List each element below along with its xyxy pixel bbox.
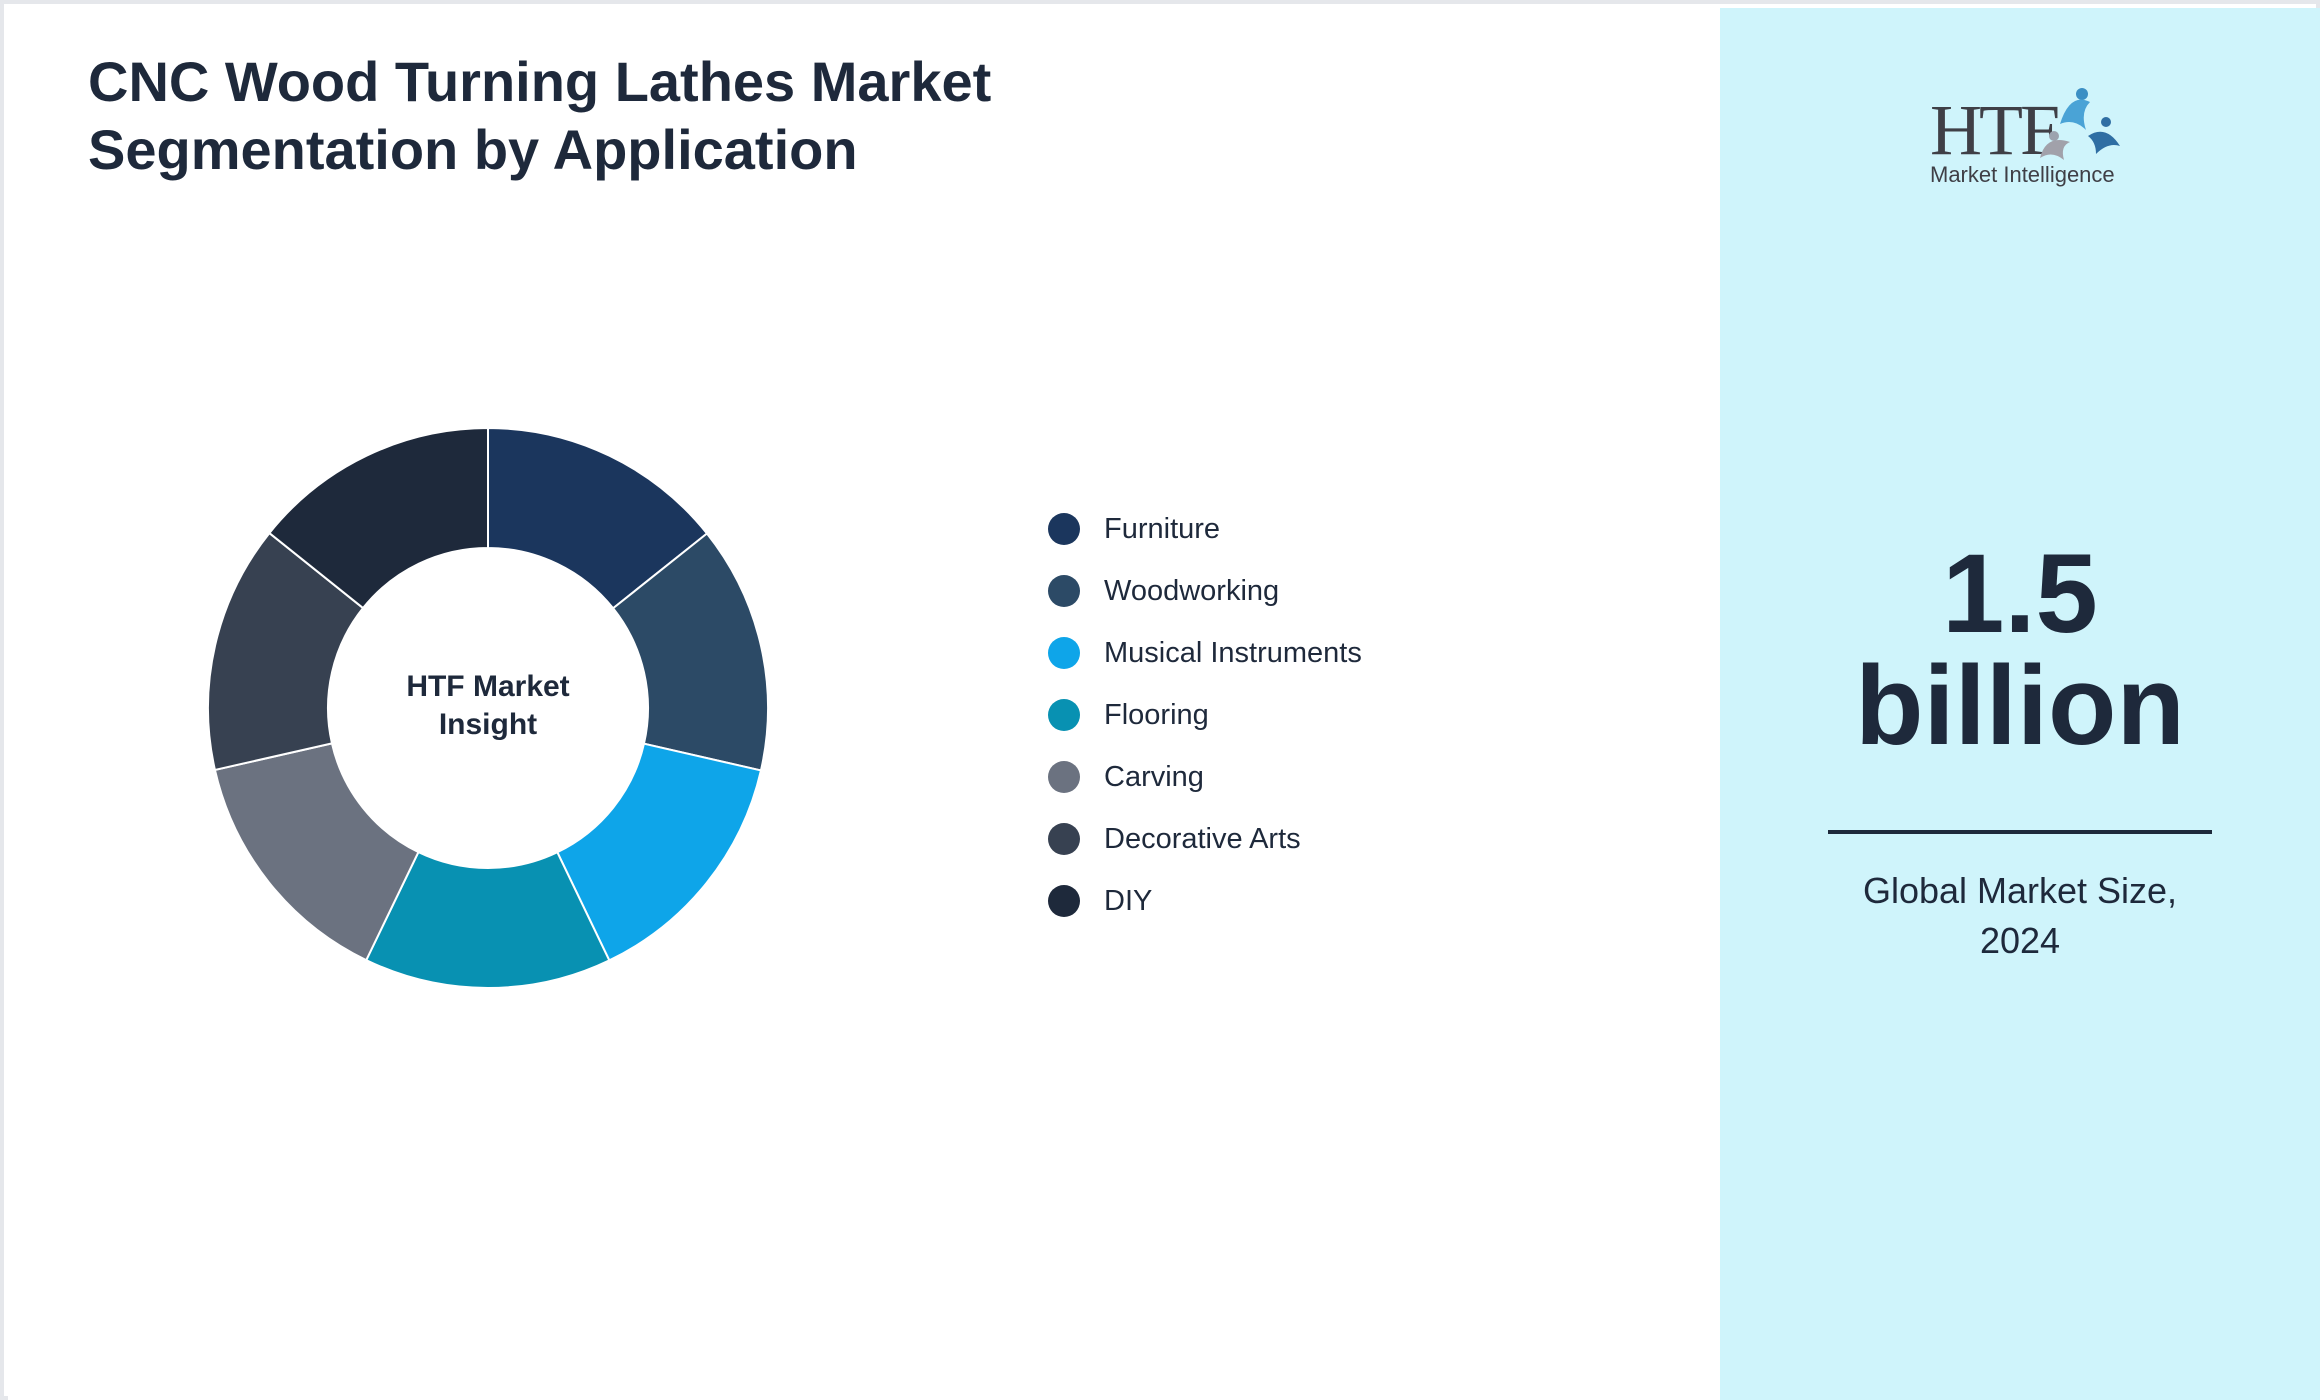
legend-item-musical-instruments: Musical Instruments	[1048, 622, 1362, 684]
logo-text: HTF	[1930, 90, 2060, 170]
title-line-1: CNC Wood Turning Lathes Market	[88, 50, 992, 113]
donut-slice-flooring	[364, 850, 611, 989]
legend-label: Woodworking	[1104, 574, 1280, 607]
legend-label: Furniture	[1104, 512, 1221, 545]
legend-label: Flooring	[1104, 698, 1209, 731]
donut-slice-musical-instruments	[555, 742, 763, 962]
legend-label: Decorative Arts	[1104, 822, 1301, 855]
center-label-line-1: HTF Market	[406, 670, 569, 703]
market-size-caption: Global Market Size, 2024	[1720, 866, 2320, 966]
legend-item-carving: Carving	[1048, 746, 1362, 808]
legend-item-decorative-arts: Decorative Arts	[1048, 808, 1362, 870]
donut-slice-furniture	[487, 426, 709, 610]
donut-slice-woodworking	[611, 532, 769, 772]
legend-swatch	[1048, 637, 1080, 669]
donut-chart: HTF Market Insight	[207, 426, 769, 989]
donut-slice-decorative-arts	[207, 531, 365, 772]
legend-swatch	[1048, 823, 1080, 855]
market-size-value: 1.5 billion	[1720, 538, 2320, 762]
title-line-2: Segmentation by Application	[88, 118, 858, 181]
page-title: CNC Wood Turning Lathes Market Segmentat…	[88, 48, 1188, 184]
divider	[1828, 830, 2212, 834]
legend-label: Musical Instruments	[1104, 636, 1362, 669]
legend-item-diy: DIY	[1048, 870, 1362, 932]
caption-line-2: 2024	[1979, 920, 2061, 961]
chart-panel: CNC Wood Turning Lathes Market Segmentat…	[8, 8, 1720, 1400]
logo-subtext: Market Intelligence	[1930, 162, 2115, 187]
market-size-number: 1.5	[1942, 531, 2098, 656]
legend-item-woodworking: Woodworking	[1048, 560, 1362, 622]
legend-swatch	[1048, 513, 1080, 545]
donut-slice-carving	[213, 742, 420, 962]
donut-slice-diy	[267, 426, 489, 610]
caption-line-1: Global Market Size,	[1862, 870, 2178, 911]
legend-swatch	[1048, 575, 1080, 607]
logo-figures-icon	[2040, 88, 2120, 160]
market-size-unit: billion	[1855, 643, 2185, 768]
chart-legend: Furniture Woodworking Musical Instruments F…	[1048, 498, 1362, 932]
legend-item-furniture: Furniture	[1048, 498, 1362, 560]
legend-item-flooring: Flooring	[1048, 684, 1362, 746]
legend-label: Carving	[1104, 760, 1204, 793]
center-label-line-2: Insight	[439, 708, 537, 741]
market-size-panel: HTF Market Intelligence 1.5 billion Glob…	[1720, 8, 2320, 1400]
legend-swatch	[1048, 885, 1080, 917]
legend-swatch	[1048, 699, 1080, 731]
legend-swatch	[1048, 761, 1080, 793]
htf-logo: HTF Market Intelligence	[1924, 84, 2124, 194]
legend-label: DIY	[1104, 884, 1153, 917]
